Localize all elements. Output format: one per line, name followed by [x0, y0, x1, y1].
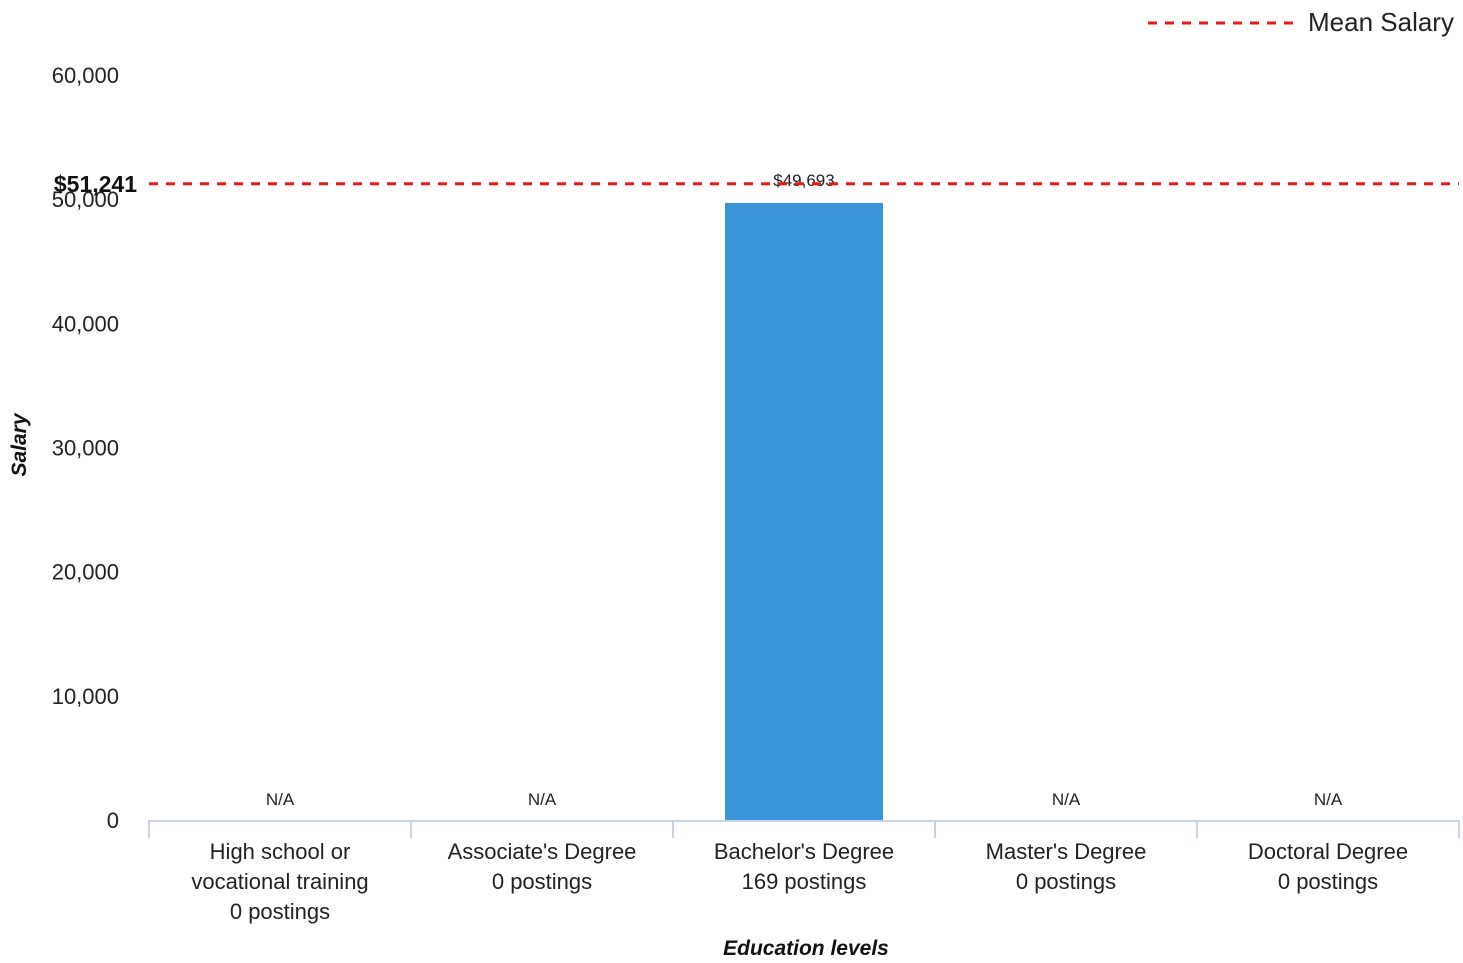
y-tick-label: 20,000	[52, 560, 119, 585]
bar-data-label: N/A	[1314, 790, 1343, 809]
x-axis	[148, 820, 1460, 838]
y-tick-label: 0	[107, 808, 119, 833]
y-axis-ticks: 0 10,000 20,000 30,000 40,000 50,000 60,000	[52, 63, 119, 833]
y-axis-title: Salary	[8, 412, 31, 476]
bar-data-label: N/A	[528, 790, 557, 809]
category-label: Doctoral Degree 0 postings	[1248, 839, 1408, 894]
bar-data-label: N/A	[1052, 790, 1081, 809]
y-tick-label: 50,000	[52, 187, 119, 212]
bar-data-label: $49,693	[773, 171, 834, 190]
category-label: Master's Degree 0 postings	[986, 839, 1147, 894]
legend: Mean Salary	[1148, 7, 1454, 37]
bar	[725, 202, 883, 820]
category-label: High school or vocational training 0 posti…	[191, 839, 368, 924]
mean-salary-value-label: $51,241	[54, 171, 137, 197]
mean-salary-line-group: $51,241	[54, 171, 1459, 197]
category-label: Bachelor's Degree 169 postings	[714, 839, 894, 894]
category-label: Associate's Degree 0 postings	[448, 839, 637, 894]
legend-mean-salary-label: Mean Salary	[1308, 7, 1454, 37]
y-tick-label: 60,000	[52, 63, 119, 88]
x-axis-title: Education levels	[723, 937, 889, 960]
bars	[725, 202, 883, 820]
y-tick-label: 30,000	[52, 436, 119, 461]
y-tick-label: 40,000	[52, 311, 119, 336]
category-labels: High school or vocational training 0 posti…	[191, 839, 1408, 924]
y-tick-label: 10,000	[52, 684, 119, 709]
bar-data-label: N/A	[266, 790, 295, 809]
